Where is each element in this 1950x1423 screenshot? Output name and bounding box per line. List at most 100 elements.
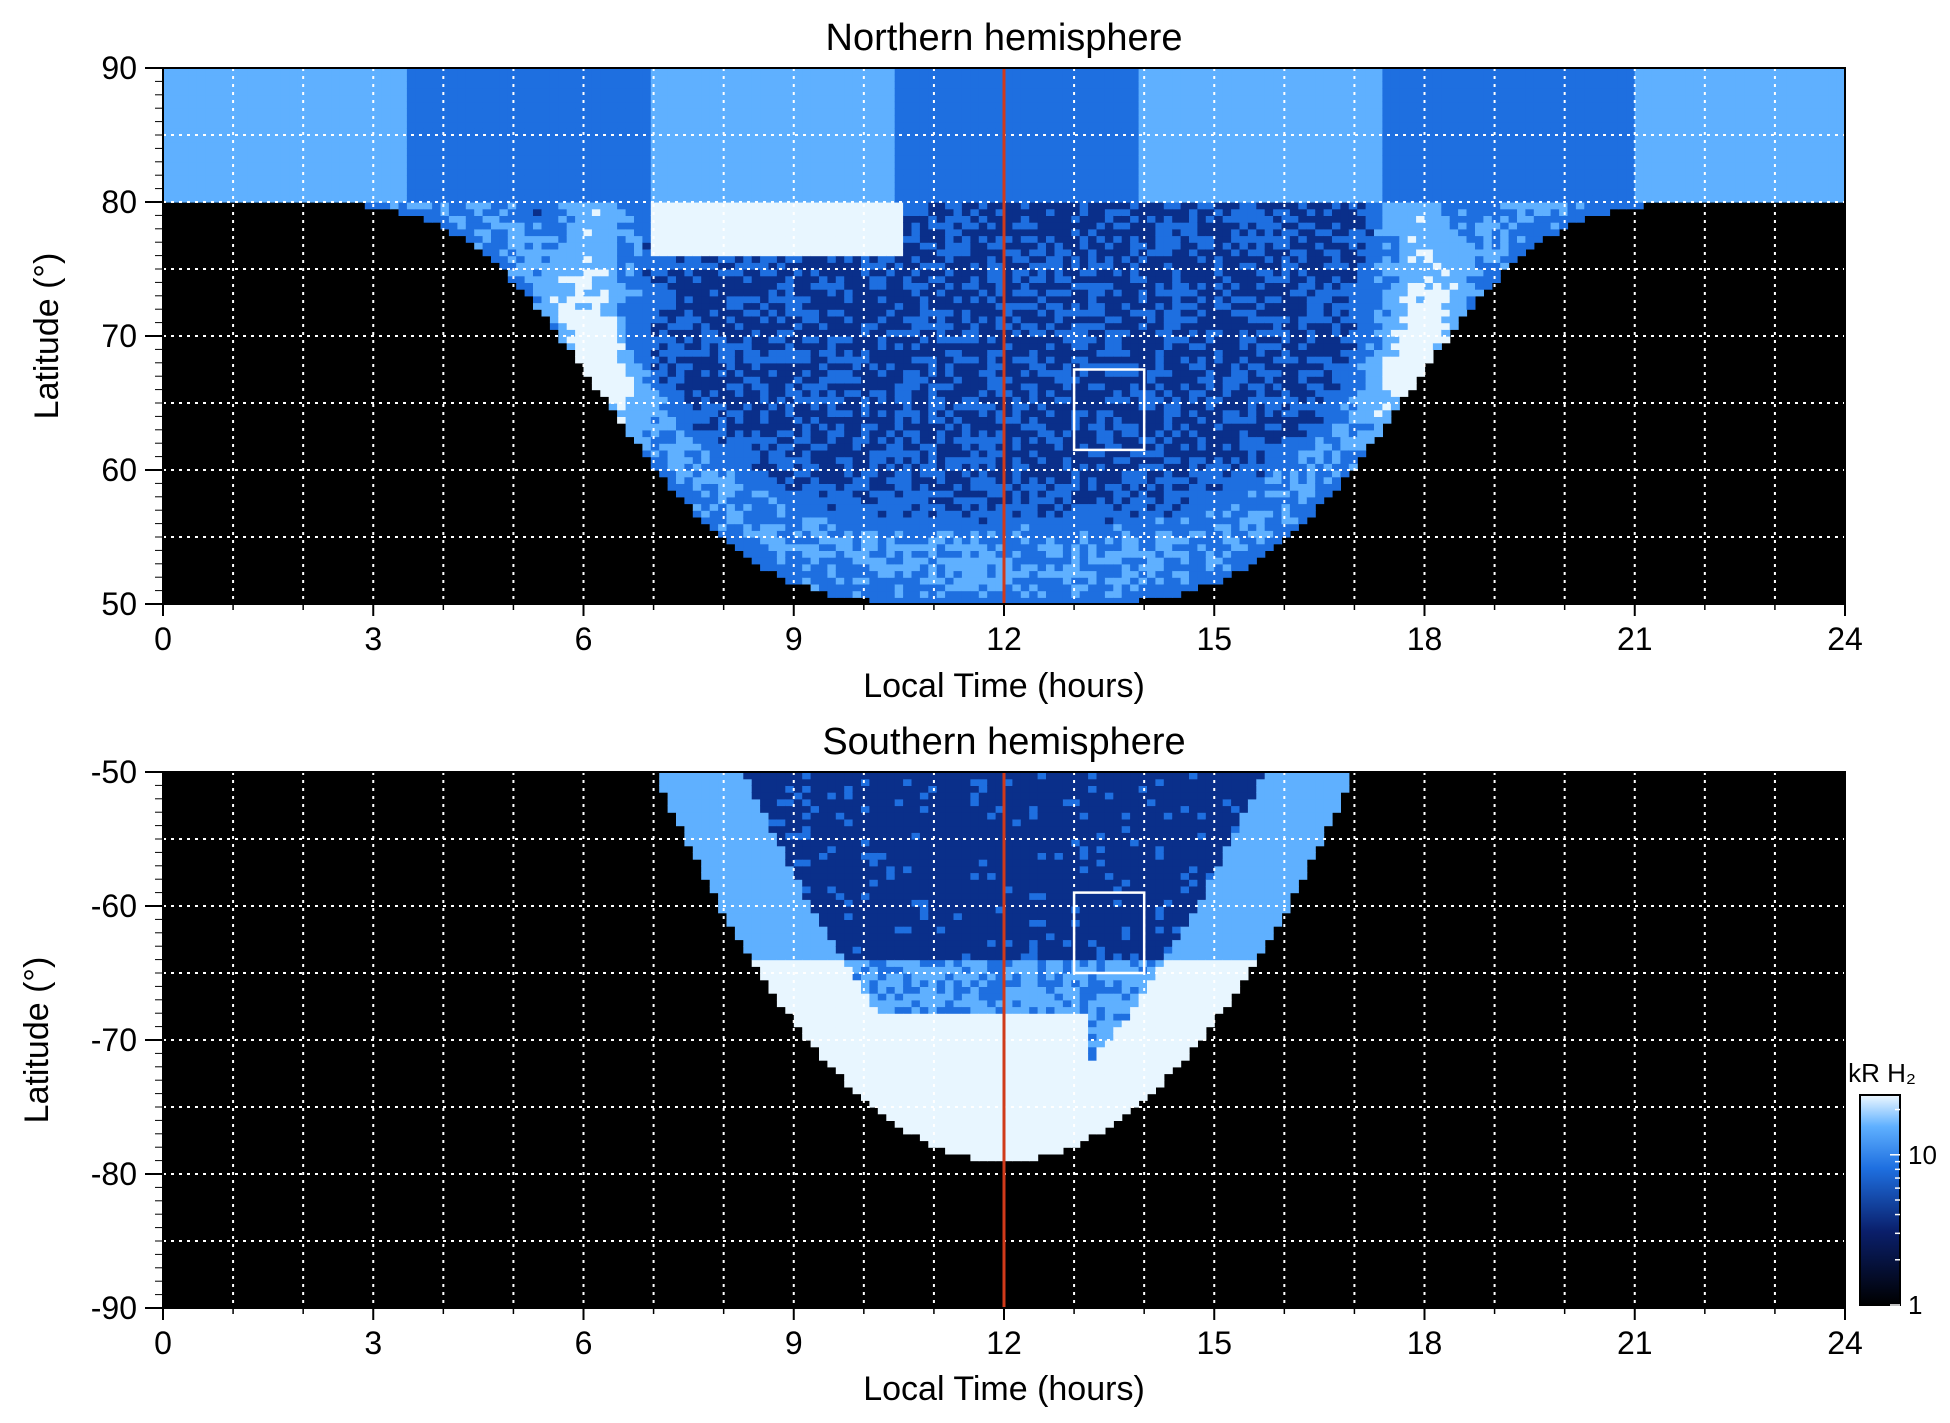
aurora-cell (793, 496, 803, 505)
aurora-cell (718, 208, 728, 216)
aurora-cell (911, 423, 921, 431)
aurora-cell (583, 289, 593, 297)
aurora-cell (945, 503, 955, 511)
aurora-cell (676, 121, 685, 129)
aurora-cell (499, 101, 509, 109)
aurora-cell (549, 88, 559, 96)
aurora-cell (718, 295, 728, 304)
aurora-cell (919, 456, 929, 464)
aurora-cell (768, 329, 778, 337)
aurora-cell (499, 195, 509, 203)
aurora-cell (1004, 523, 1013, 531)
aurora-cell (760, 329, 770, 337)
aurora-cell (776, 557, 786, 565)
aurora-cell (978, 510, 988, 518)
aurora-cell (625, 208, 635, 216)
aurora-cell (987, 114, 997, 123)
aurora-cell (415, 168, 425, 176)
aurora-cell (852, 376, 862, 384)
aurora-cell (911, 577, 921, 585)
aurora-cell (768, 242, 778, 250)
aurora-cell (919, 108, 929, 116)
aurora-cell (852, 503, 862, 511)
aurora-cell (978, 155, 988, 163)
aurora-cell (919, 289, 929, 297)
aurora-cell (953, 188, 963, 196)
aurora-cell (919, 349, 929, 357)
aurora-cell (793, 295, 803, 304)
aurora-cell (306, 195, 315, 203)
aurora-cell (432, 108, 442, 116)
aurora-cell (718, 74, 728, 82)
aurora-cell (886, 470, 896, 478)
aurora-cell (583, 309, 593, 317)
aurora-cell (289, 101, 299, 109)
aurora-cell (575, 155, 585, 163)
aurora-cell (877, 423, 887, 431)
aurora-cell (995, 342, 1005, 350)
aurora-cell (936, 94, 946, 103)
aurora-cell (776, 141, 786, 149)
aurora-cell (230, 155, 240, 163)
aurora-cell (802, 423, 812, 431)
aurora-cell (247, 161, 257, 170)
aurora-cell (903, 396, 913, 404)
aurora-cell (810, 342, 820, 350)
aurora-cell (760, 235, 770, 243)
aurora-cell (945, 181, 955, 190)
aurora-cell (339, 101, 349, 109)
aurora-cell (861, 329, 870, 337)
aurora-cell (676, 215, 685, 223)
aurora-cell (390, 114, 400, 123)
aurora-cell (642, 208, 652, 216)
aurora-cell (322, 188, 332, 196)
aurora-cell (835, 148, 845, 156)
aurora-cell (423, 202, 433, 210)
aurora-cell (692, 470, 702, 478)
aurora-cell (726, 242, 736, 250)
aurora-cell (827, 329, 837, 337)
aurora-cell (743, 88, 753, 96)
aurora-cell (936, 228, 946, 237)
aurora-cell (810, 329, 820, 337)
aurora-cell (953, 557, 963, 565)
aurora-cell (894, 510, 904, 518)
aurora-cell (507, 188, 517, 196)
aurora-cell (692, 362, 702, 371)
aurora-cell (936, 443, 946, 451)
aurora-cell (844, 141, 854, 149)
aurora-cell (852, 409, 862, 417)
aurora-cell (676, 336, 685, 344)
aurora-cell (760, 148, 770, 156)
aurora-cell (886, 537, 896, 545)
aurora-cell (886, 202, 896, 210)
aurora-cell (802, 362, 812, 371)
aurora-cell (869, 215, 879, 223)
aurora-cell (339, 88, 349, 96)
aurora-cell (852, 94, 862, 103)
aurora-cell (886, 449, 896, 458)
aurora-cell (760, 262, 770, 270)
aurora-cell (802, 416, 812, 424)
aurora-cell (768, 396, 778, 404)
aurora-cell (844, 275, 854, 283)
aurora-cell (869, 550, 879, 558)
aurora-cell (776, 309, 786, 317)
aurora-cell (701, 503, 711, 511)
aurora-cell (810, 483, 820, 491)
aurora-cell (524, 242, 534, 250)
aurora-cell (835, 309, 845, 317)
aurora-cell (558, 222, 568, 230)
aurora-cell (331, 101, 341, 109)
aurora-cell (945, 537, 955, 545)
aurora-cell (844, 543, 854, 551)
aurora-cell (634, 222, 643, 230)
aurora-cell (491, 181, 500, 190)
aurora-cell (583, 322, 593, 330)
aurora-cell (903, 275, 913, 283)
aurora-cell (457, 68, 467, 76)
aurora-cell (516, 208, 526, 216)
aurora-cell (819, 242, 828, 250)
aurora-cell (718, 409, 728, 417)
